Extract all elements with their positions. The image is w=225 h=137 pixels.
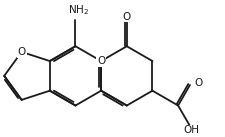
Text: O: O	[194, 79, 203, 89]
Text: NH$_2$: NH$_2$	[68, 3, 89, 17]
Text: OH: OH	[183, 125, 199, 135]
Text: O: O	[123, 12, 131, 22]
Text: O: O	[97, 56, 105, 66]
Text: O: O	[18, 47, 26, 57]
